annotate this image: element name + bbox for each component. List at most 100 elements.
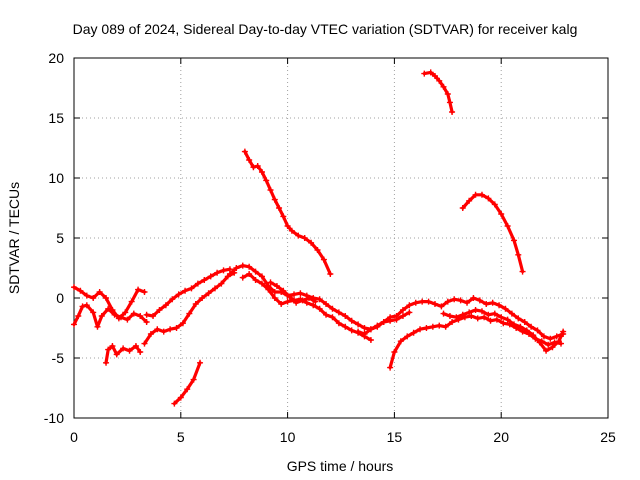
grid-lines (74, 58, 608, 418)
data-point (374, 322, 381, 329)
data-point (132, 343, 139, 349)
data-point (258, 169, 265, 175)
data-point (478, 191, 485, 198)
data-point (316, 305, 323, 312)
data-point (511, 321, 518, 328)
data-point (128, 298, 135, 305)
data-point (504, 316, 511, 323)
data-point (83, 302, 90, 309)
y-tick-label: -5 (52, 350, 65, 366)
data-point (271, 295, 278, 301)
data-point (536, 339, 543, 346)
data-point (278, 301, 285, 307)
y-axis-label: SDTVAR / TECUs (6, 182, 22, 294)
data-point (387, 317, 394, 324)
data-point (218, 280, 225, 287)
data-point (135, 286, 142, 293)
data-point (130, 310, 137, 317)
data-point (297, 290, 304, 297)
data-point (429, 323, 436, 330)
data-point (137, 313, 144, 319)
data-point (498, 314, 505, 321)
data-point (299, 297, 306, 304)
data-point (427, 69, 434, 76)
data-point (500, 320, 507, 327)
data-point (192, 301, 199, 307)
data-point (481, 314, 488, 321)
data-point (438, 303, 445, 310)
data-point (184, 386, 191, 393)
data-point (545, 341, 552, 348)
data-point (449, 109, 456, 115)
data-point (423, 325, 430, 331)
data-point (367, 326, 374, 333)
data-point (226, 271, 233, 277)
data-point (498, 211, 505, 217)
data-point (190, 376, 197, 383)
data-point (276, 205, 283, 211)
data-point (361, 331, 368, 337)
data-point (150, 313, 157, 319)
data-point (250, 164, 257, 171)
data-point (472, 191, 479, 198)
y-tick-label: 20 (48, 50, 64, 66)
x-axis: 0 5 10 15 20 25 (70, 58, 616, 445)
data-point (252, 268, 259, 275)
data-point (239, 274, 246, 281)
data-point (246, 157, 253, 163)
data-point (387, 364, 394, 371)
data-point (406, 309, 413, 316)
data-point (167, 326, 174, 333)
data-point (122, 309, 129, 316)
data-point (355, 328, 362, 335)
data-point (246, 271, 253, 277)
data-point (485, 195, 492, 202)
data-point (425, 298, 432, 305)
data-point (355, 321, 362, 328)
x-axis-label: GPS time / hours (287, 458, 394, 474)
data-point (71, 321, 77, 328)
data-point (470, 295, 477, 301)
data-point (291, 291, 298, 298)
data-point (301, 235, 308, 241)
data-point (284, 223, 291, 229)
data-point (280, 287, 287, 294)
data-point (109, 343, 116, 349)
data-point (534, 327, 541, 334)
data-point (308, 239, 315, 246)
data-point (312, 298, 319, 305)
data-point (220, 267, 227, 274)
data-point (94, 323, 101, 330)
data-point (252, 277, 259, 283)
data-point (239, 262, 246, 269)
x-tick-label: 20 (493, 429, 509, 445)
x-tick-label: 0 (70, 429, 78, 445)
data-point (348, 317, 355, 324)
data-point (71, 284, 77, 291)
x-tick-label: 10 (280, 429, 296, 445)
data-point (404, 333, 411, 340)
data-point (442, 323, 449, 330)
y-tick-label: -10 (44, 410, 64, 426)
data-point (305, 295, 312, 301)
data-point (543, 347, 550, 354)
data-point (419, 298, 426, 305)
data-point (263, 177, 270, 184)
data-point (233, 265, 240, 271)
data-point (182, 287, 189, 294)
data-point (466, 197, 473, 204)
data-point (96, 289, 103, 295)
data-point (124, 316, 131, 323)
data-point (113, 351, 120, 358)
data-point (335, 320, 342, 327)
data-point (288, 227, 295, 234)
data-point (141, 289, 148, 295)
data-point (271, 289, 278, 295)
data-point (508, 310, 515, 317)
data-point (105, 346, 112, 353)
data-point (286, 293, 293, 300)
data-point (323, 301, 330, 307)
data-point (258, 280, 265, 287)
data-point (436, 322, 443, 329)
data-point (444, 91, 451, 97)
